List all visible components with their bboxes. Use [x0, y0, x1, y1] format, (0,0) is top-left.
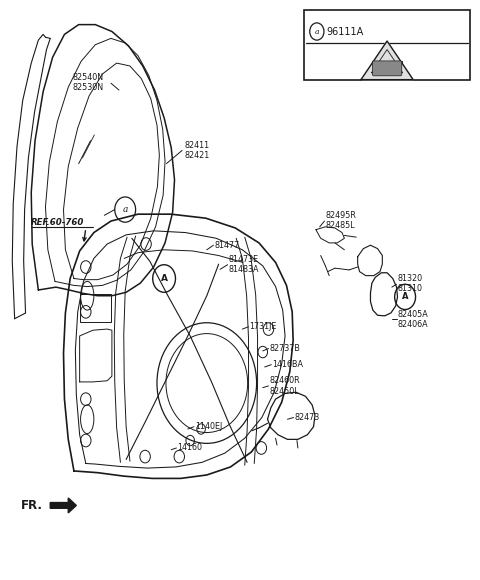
Text: 14160: 14160 [178, 444, 203, 452]
Text: 1731JE: 1731JE [250, 322, 277, 331]
Bar [80, 294, 111, 321]
Text: 81473E: 81473E [228, 255, 259, 264]
Polygon shape [50, 498, 76, 513]
Text: 82485L: 82485L [325, 221, 355, 230]
Text: 82495R: 82495R [325, 211, 356, 220]
Text: 82460R: 82460R [269, 376, 300, 385]
Text: 82411: 82411 [184, 141, 209, 150]
Text: 82530N: 82530N [73, 84, 104, 92]
Text: 96111A: 96111A [327, 27, 364, 37]
Text: REF.60-760: REF.60-760 [31, 218, 84, 227]
Polygon shape [361, 41, 413, 79]
Text: 82473: 82473 [295, 413, 320, 422]
Text: 82737B: 82737B [269, 344, 300, 353]
FancyBboxPatch shape [304, 10, 470, 80]
Text: 82405A: 82405A [397, 310, 428, 318]
FancyBboxPatch shape [372, 61, 402, 76]
Text: 82406A: 82406A [397, 320, 428, 329]
Text: 81477: 81477 [215, 241, 240, 250]
Text: 81310: 81310 [397, 284, 422, 293]
Text: 82450L: 82450L [269, 387, 299, 396]
Text: a: a [122, 205, 128, 214]
Text: FR.: FR. [21, 499, 43, 512]
Text: 81483A: 81483A [228, 265, 259, 274]
Text: 82421: 82421 [184, 151, 209, 160]
Text: 81320: 81320 [397, 274, 423, 283]
Text: A: A [402, 292, 408, 302]
Text: 82540N: 82540N [73, 73, 104, 82]
Text: 1416BA: 1416BA [272, 360, 303, 369]
Text: a: a [314, 27, 319, 35]
Text: A: A [161, 274, 168, 283]
Text: 1140EJ: 1140EJ [195, 422, 222, 431]
